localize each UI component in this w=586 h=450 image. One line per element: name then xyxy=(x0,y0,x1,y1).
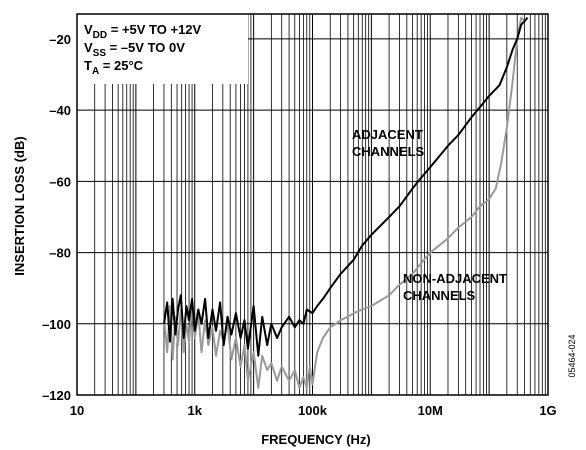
annotation-non-adjacent: NON-ADJACENT CHANNELS xyxy=(403,271,511,303)
y-tick-label: –80 xyxy=(49,246,71,261)
y-tick-label: –120 xyxy=(42,388,71,403)
annotation-adjacent-line1: ADJACENT xyxy=(352,127,423,142)
x-tick-label: 1k xyxy=(188,403,203,418)
condition-line: TA = 25°C xyxy=(84,58,144,77)
series-line-adjacent-channels xyxy=(163,16,529,357)
annotation-adjacent: ADJACENT CHANNELS xyxy=(352,127,426,159)
x-tick-label: 10 xyxy=(70,403,84,418)
conditions-box xyxy=(77,14,248,84)
x-tick-labels: 10 1k 100k 10M 1G xyxy=(70,403,557,418)
condition-line: VDD = +5V TO +12V xyxy=(84,22,202,41)
x-axis-title: FREQUENCY (Hz) xyxy=(261,432,371,447)
y-tick-label: –20 xyxy=(49,32,71,47)
x-tick-label: 10M xyxy=(418,403,443,418)
y-axis-title: INSERTION LOSS (dB) xyxy=(12,136,27,275)
series-line-non-adjacent-channels xyxy=(163,16,526,389)
y-tick-label: –100 xyxy=(42,317,71,332)
annotation-non-adjacent-line2: CHANNELS xyxy=(403,288,476,303)
y-tick-labels: –20 –40 –60 –80 –100 –120 xyxy=(42,32,71,403)
annotation-non-adjacent-line1: NON-ADJACENT xyxy=(403,271,507,286)
x-tick-label: 100k xyxy=(298,403,328,418)
x-tick-label: 1G xyxy=(539,403,556,418)
annotation-adjacent-line2: CHANNELS xyxy=(352,144,425,159)
series-lines xyxy=(163,16,529,389)
condition-line: VSS = –5V TO 0V xyxy=(84,40,185,59)
plot-frame xyxy=(76,13,549,396)
y-tick-label: –40 xyxy=(49,103,71,118)
figure-id: 05464-024 xyxy=(567,334,577,377)
y-tick-label: –60 xyxy=(49,174,71,189)
